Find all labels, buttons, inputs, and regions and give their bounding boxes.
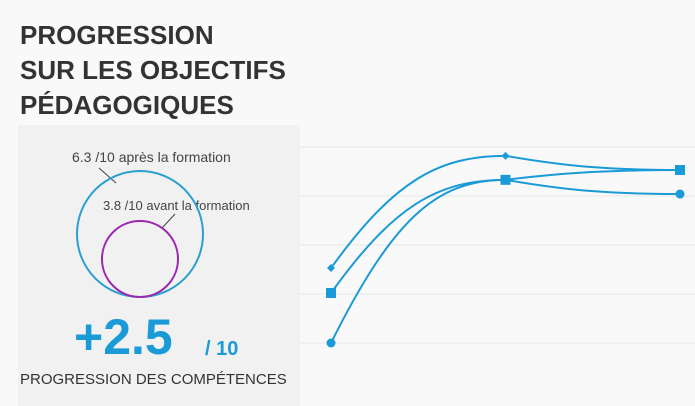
before-circle [101, 220, 179, 298]
point [326, 338, 336, 348]
leader-line [98, 167, 117, 184]
point [327, 264, 335, 273]
caption: PROGRESSION DES COMPÉTENCES [20, 371, 287, 388]
title-line: PÉDAGOGIQUES [20, 90, 234, 120]
after-label: 6.3 /10 après la formation [72, 149, 231, 165]
point [675, 189, 685, 199]
gain-value: +2.5 [74, 309, 173, 365]
point [326, 288, 336, 299]
title-line: PROGRESSION [20, 20, 214, 50]
title-line: SUR LES OBJECTIFS [20, 55, 286, 85]
point [501, 151, 510, 160]
gain-unit: / 10 [205, 338, 238, 360]
series-line [330, 178, 681, 344]
point [675, 165, 685, 176]
leader-line [161, 213, 176, 229]
score-panel [18, 125, 300, 406]
before-label: 3.8 /10 avant la formation [103, 198, 250, 213]
point [501, 175, 510, 185]
